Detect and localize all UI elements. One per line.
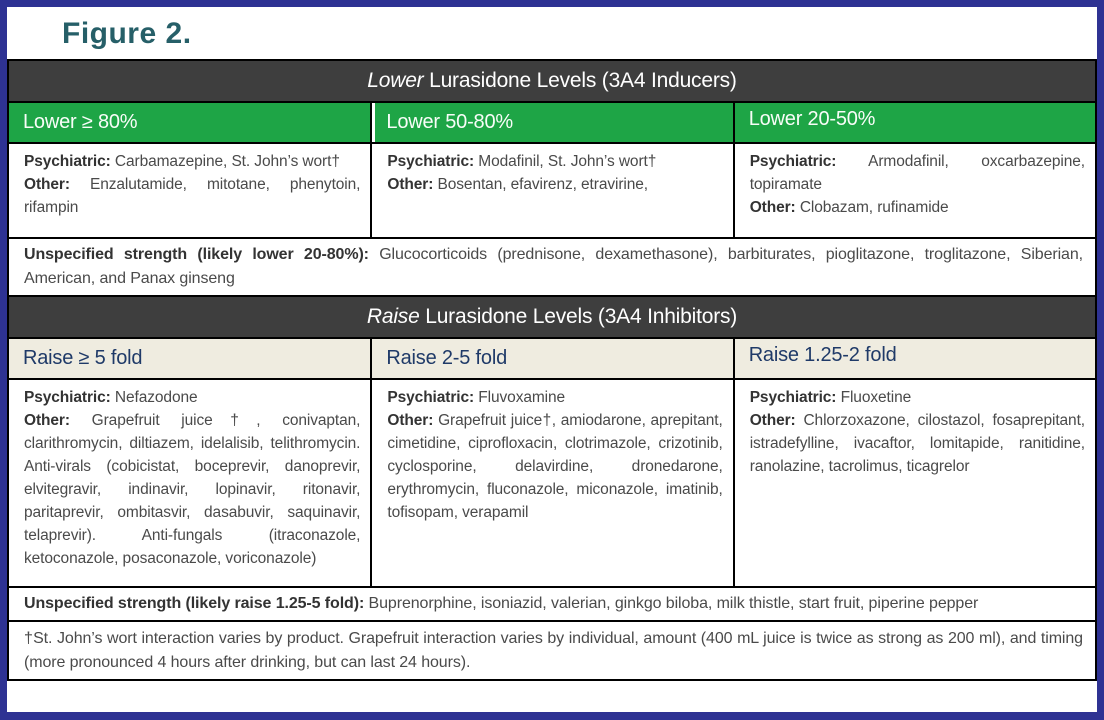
inhibitors-cell-3: Psychiatric: Fluoxetine Other: Chlorzoxa… (732, 378, 1097, 588)
figure-canvas: Figure 2. Lower Lurasidone Levels (3A4 I… (7, 7, 1097, 712)
other-drugs: Bosentan, efavirenz, etravirine, (437, 176, 649, 193)
other-drugs: Clobazam, rufinamide (799, 199, 949, 216)
inhibitors-section-header: Raise Lurasidone Levels (3A4 Inhibitors) (7, 295, 1097, 339)
psychiatric-drugs: Armodafinil, oxcarbazepine, topiramate (749, 153, 1085, 193)
inducers-unspecified-cell: Unspecified strength (likely lower 20-80… (7, 237, 1097, 297)
unspecified-label: Unspecified strength (likely lower 20-80… (24, 246, 369, 263)
drug-line: Other: Enzalutamide, mitotane, phenytoin… (24, 173, 360, 219)
inhibitors-cell-1: Psychiatric: Nefazodone Other: Grapefrui… (7, 378, 373, 588)
psychiatric-label: Psychiatric: (749, 389, 837, 406)
unspecified-label: Unspecified strength (likely raise 1.25-… (24, 595, 365, 612)
inducers-cell-1: Psychiatric: Carbamazepine, St. John’s w… (7, 142, 373, 239)
psychiatric-label: Psychiatric: (749, 153, 837, 170)
drug-line: Other: Chlorzoxazone, cilostazol, fosapr… (750, 409, 1085, 478)
tier-raise-5fold: Raise ≥ 5 fold (7, 337, 373, 380)
inducers-drugs-row: Psychiatric: Carbamazepine, St. John’s w… (7, 142, 1097, 239)
unspecified-drugs: Glucocorticoids (prednisone, dexamethaso… (24, 246, 1083, 287)
inducers-header-text: Lurasidone Levels (3A4 Inducers) (423, 69, 737, 92)
tier-raise-2-5fold: Raise 2-5 fold (370, 337, 735, 380)
other-drugs: Chlorzoxazone, cilostazol, fosaprepitant… (749, 412, 1085, 475)
other-drugs: Grapefruit juice†, conivaptan, clarithro… (24, 412, 361, 567)
tier-lower-20-50: Lower 20-50% (732, 101, 1097, 144)
inhibitors-unspecified-row: Unspecified strength (likely raise 1.25-… (7, 586, 1097, 622)
drug-line: Psychiatric: Fluvoxamine (387, 386, 722, 409)
other-drugs: Grapefruit juice†, amiodarone, aprepitan… (387, 412, 723, 521)
other-label: Other: (24, 412, 70, 429)
inducers-tier-row: Lower ≥ 80% Lower 50-80% Lower 20-50% (7, 101, 1097, 144)
other-label: Other: (749, 412, 796, 429)
inhibitors-drugs-row: Psychiatric: Nefazodone Other: Grapefrui… (7, 378, 1097, 588)
other-label: Other: (387, 176, 434, 193)
psychiatric-label: Psychiatric: (387, 153, 475, 170)
drug-line: Other: Clobazam, rufinamide (750, 196, 1085, 219)
inhibitors-cell-2: Psychiatric: Fluvoxamine Other: Grapefru… (370, 378, 735, 588)
figure-title: Figure 2. (62, 17, 192, 50)
inhibitors-tier-row: Raise ≥ 5 fold Raise 2-5 fold Raise 1.25… (7, 337, 1097, 380)
inhibitors-header-italic: Raise (366, 305, 420, 328)
inducers-section-header: Lower Lurasidone Levels (3A4 Inducers) (7, 59, 1097, 103)
psychiatric-drugs: Nefazodone (114, 389, 198, 406)
footnote-row: †St. John’s wort interaction varies by p… (7, 620, 1097, 681)
psychiatric-label: Psychiatric: (387, 389, 475, 406)
inhibitors-unspecified-cell: Unspecified strength (likely raise 1.25-… (7, 586, 1097, 622)
psychiatric-drugs: Fluoxetine (840, 389, 912, 406)
psychiatric-label: Psychiatric: (24, 153, 111, 170)
other-drugs: Enzalutamide, mitotane, phenytoin, rifam… (24, 176, 361, 216)
psychiatric-drugs: Modafinil, St. John’s wort† (478, 153, 657, 170)
tier-lower-80: Lower ≥ 80% (7, 101, 373, 144)
inducers-cell-3: Psychiatric: Armodafinil, oxcarbazepine,… (732, 142, 1097, 239)
drug-line: Other: Bosentan, efavirenz, etravirine, (387, 173, 722, 196)
inducers-section-header-row: Lower Lurasidone Levels (3A4 Inducers) (7, 59, 1097, 103)
psychiatric-drugs: Fluvoxamine (478, 389, 566, 406)
inducers-unspecified-row: Unspecified strength (likely lower 20-80… (7, 237, 1097, 297)
psychiatric-label: Psychiatric: (24, 389, 111, 406)
psychiatric-drugs: Carbamazepine, St. John’s wort† (114, 153, 340, 170)
drug-line: Psychiatric: Nefazodone (24, 386, 360, 409)
drug-line: Psychiatric: Carbamazepine, St. John’s w… (24, 150, 360, 173)
other-label: Other: (24, 176, 70, 193)
unspecified-drugs: Buprenorphine, isoniazid, valerian, gink… (368, 595, 979, 612)
inducers-header-italic: Lower (367, 69, 424, 92)
inhibitors-header-text: Lurasidone Levels (3A4 Inhibitors) (419, 305, 738, 328)
drug-line: Other: Grapefruit juice†, conivaptan, cl… (24, 409, 360, 570)
drug-line: Psychiatric: Modafinil, St. John’s wort† (387, 150, 722, 173)
footnote-cell: †St. John’s wort interaction varies by p… (7, 620, 1097, 681)
tier-lower-50-80: Lower 50-80% (370, 101, 735, 144)
inhibitors-section-header-row: Raise Lurasidone Levels (3A4 Inhibitors) (7, 295, 1097, 339)
drug-line: Other: Grapefruit juice†, amiodarone, ap… (387, 409, 722, 524)
drug-line: Psychiatric: Armodafinil, oxcarbazepine,… (750, 150, 1085, 196)
other-label: Other: (749, 199, 796, 216)
other-label: Other: (387, 412, 434, 429)
drug-line: Psychiatric: Fluoxetine (750, 386, 1085, 409)
inducers-cell-2: Psychiatric: Modafinil, St. John’s wort†… (370, 142, 735, 239)
tier-raise-125-2fold: Raise 1.25-2 fold (732, 337, 1097, 380)
interaction-table: Lower Lurasidone Levels (3A4 Inducers) L… (7, 59, 1097, 681)
